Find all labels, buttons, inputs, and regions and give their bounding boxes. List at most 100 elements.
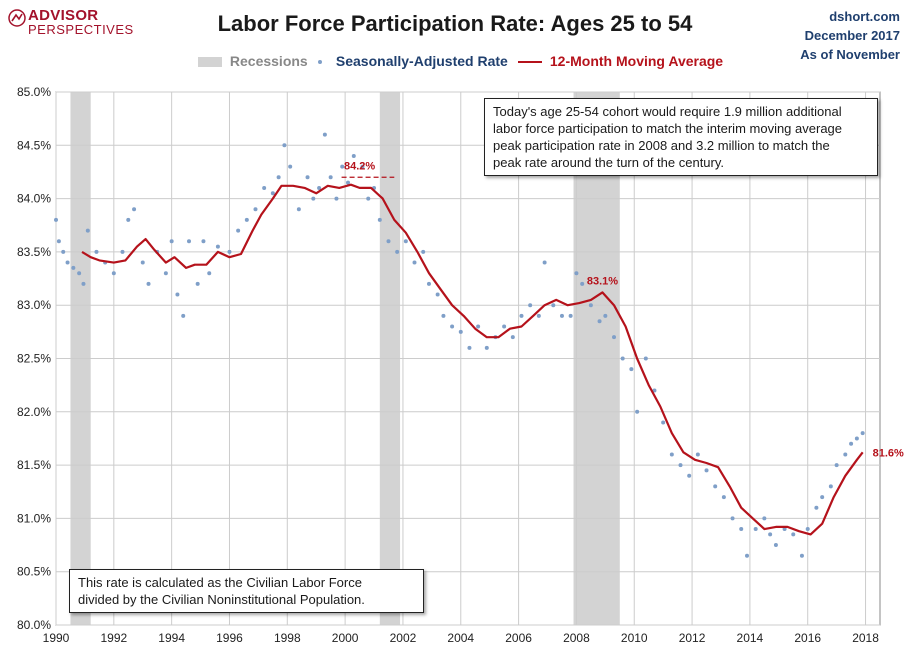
legend-moving-average: 12-Month Moving Average — [518, 53, 723, 69]
rate-point — [54, 217, 58, 222]
rate-point — [629, 367, 634, 372]
legend-ma-line — [518, 61, 542, 64]
rate-point — [580, 281, 585, 286]
rate-point — [181, 313, 186, 318]
y-tick-label: 84.0% — [17, 192, 51, 206]
legend-recessions-label: Recessions — [229, 53, 308, 69]
rate-point — [551, 303, 556, 308]
legend-rate-marker — [318, 60, 322, 65]
rate-point — [441, 313, 446, 318]
rate-point — [61, 249, 66, 254]
x-tick-label: 2006 — [505, 631, 532, 645]
x-tick-label: 1990 — [43, 631, 70, 645]
rate-point — [120, 249, 125, 254]
source-block: dshort.com December 2017 As of November — [800, 7, 900, 64]
rate-point — [739, 527, 744, 532]
rate-point — [340, 164, 345, 169]
rate-point — [412, 260, 417, 265]
rate-point — [195, 281, 200, 286]
rate-point — [146, 281, 151, 286]
rate-point — [661, 420, 666, 425]
rate-point — [721, 495, 726, 500]
rate-point — [377, 217, 382, 222]
rate-point — [305, 175, 310, 180]
peak-annotation: 83.1% — [587, 275, 618, 287]
peak-annotation: 84.2% — [344, 160, 375, 172]
rate-point — [484, 345, 489, 350]
rate-point — [77, 271, 82, 276]
rate-point — [328, 175, 333, 180]
rate-point — [111, 271, 116, 276]
rate-point — [56, 239, 61, 244]
x-tick-label: 2008 — [563, 631, 590, 645]
rate-point — [713, 484, 718, 489]
rate-point — [695, 452, 700, 457]
rate-point — [132, 207, 137, 212]
rate-point — [126, 217, 131, 222]
rate-point — [94, 249, 99, 254]
rate-point — [597, 319, 602, 324]
rate-point — [351, 153, 356, 158]
rate-point — [317, 185, 322, 190]
y-tick-label: 80.0% — [17, 618, 51, 632]
rate-point — [791, 532, 796, 537]
definition-note: This rate is calculated as the Civilian … — [69, 569, 424, 613]
rate-point — [426, 281, 431, 286]
rate-point — [773, 543, 778, 548]
rate-point — [450, 324, 455, 329]
rate-point — [403, 239, 408, 244]
rate-point — [828, 484, 833, 489]
rate-point — [270, 191, 275, 196]
peak-annotation: 81.6% — [873, 447, 904, 459]
rate-point — [568, 313, 573, 318]
rate-point — [169, 239, 174, 244]
legend-rate-label: Seasonally-Adjusted Rate — [335, 53, 508, 69]
rate-point — [588, 303, 593, 308]
rate-point — [502, 324, 507, 329]
rate-point — [395, 249, 400, 254]
advisor-perspectives-logo-icon — [8, 9, 26, 27]
rate-point — [612, 335, 617, 340]
rate-point — [730, 516, 735, 521]
rate-point — [227, 249, 232, 254]
rate-point — [311, 196, 316, 201]
rate-point — [207, 271, 212, 276]
source-as-of: As of November — [800, 47, 900, 62]
x-tick-label: 2018 — [852, 631, 879, 645]
rate-point — [421, 249, 426, 254]
rate-point — [282, 143, 287, 148]
y-tick-label: 83.5% — [17, 245, 51, 259]
rate-point — [510, 335, 515, 340]
logo-wordmark: ADVISOR — [28, 7, 99, 24]
moving-average-line — [81, 183, 864, 536]
rate-point — [559, 313, 564, 318]
legend-ma-label: 12-Month Moving Average — [549, 53, 724, 69]
rate-point — [536, 313, 541, 318]
rate-point — [652, 388, 657, 393]
rate-point — [669, 452, 674, 457]
rate-point — [635, 409, 640, 414]
rate-point — [296, 207, 301, 212]
rate-point — [85, 228, 90, 233]
rate-point — [262, 185, 267, 190]
y-tick-label: 82.5% — [17, 352, 51, 366]
rate-point — [843, 452, 848, 457]
source-site: dshort.com — [829, 9, 900, 24]
source-date: December 2017 — [804, 28, 900, 43]
y-tick-label: 81.5% — [17, 458, 51, 472]
rate-point — [704, 468, 709, 473]
rate-point — [201, 239, 206, 244]
x-tick-label: 2010 — [621, 631, 648, 645]
rate-point — [175, 292, 180, 297]
x-tick-label: 1998 — [274, 631, 301, 645]
x-tick-label: 2002 — [390, 631, 417, 645]
rate-point — [834, 463, 839, 468]
x-tick-label: 2004 — [447, 631, 474, 645]
rate-point — [768, 532, 773, 537]
rate-point — [236, 228, 241, 233]
rate-point — [163, 271, 168, 276]
x-tick-label: 1992 — [100, 631, 127, 645]
x-tick-label: 1994 — [158, 631, 185, 645]
y-tick-label: 83.0% — [17, 298, 51, 312]
